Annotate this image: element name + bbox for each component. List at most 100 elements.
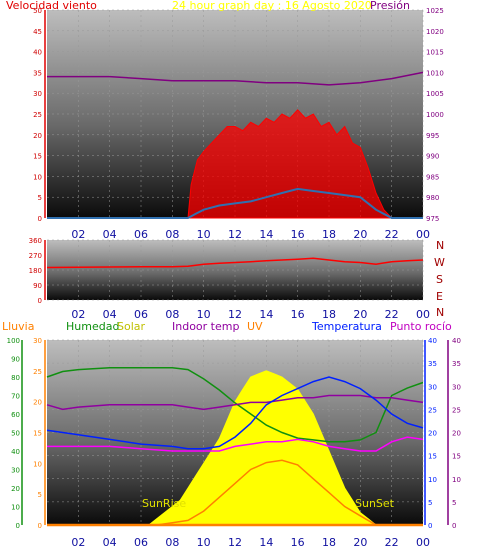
bot-rain-tick-10: 100 xyxy=(7,337,20,345)
x-tick-label-2-3: 08 xyxy=(165,536,179,549)
bot-rain-tick-3: 30 xyxy=(11,467,20,475)
wind-average-series xyxy=(47,187,423,219)
top-right-tick-7: 1010 xyxy=(426,69,444,77)
uv-series xyxy=(47,459,423,526)
x-tick-label-2-11: 00 xyxy=(416,536,430,549)
top-left-tick-3: 15 xyxy=(33,153,42,161)
x-tick-label-1-2: 06 xyxy=(134,308,148,321)
mid-tick-0: 360 xyxy=(29,237,42,245)
mid-tick-2: 180 xyxy=(29,267,42,275)
bot-right2-tick-7: 35 xyxy=(452,360,461,368)
bot-left2-tick-3: 15 xyxy=(33,430,42,438)
mid-tick-3: 90 xyxy=(33,282,42,290)
bot-rain-tick-6: 60 xyxy=(11,411,20,419)
x-tick-label-1-10: 22 xyxy=(385,308,399,321)
bot-right2-tick-2: 10 xyxy=(452,476,461,484)
temperature-series xyxy=(46,376,424,450)
x-tick-label-1-3: 08 xyxy=(165,308,179,321)
top-left-tick-9: 45 xyxy=(33,28,42,36)
bot-right1-tick-3: 15 xyxy=(428,453,437,461)
x-tick-label-2-2: 06 xyxy=(134,536,148,549)
top-left-tick-8: 40 xyxy=(33,49,42,57)
x-tick-label-0-7: 16 xyxy=(291,228,305,241)
temperature-label: Temperatura xyxy=(311,320,382,333)
bot-right2-tick-1: 5 xyxy=(452,499,456,507)
bot-right2-tick-0: 0 xyxy=(452,522,456,530)
top-left-tick-0: 0 xyxy=(38,215,42,223)
wind-speed-series xyxy=(47,109,423,219)
bot-left2-tick-4: 20 xyxy=(33,399,42,407)
top-right-tick-4: 995 xyxy=(426,132,439,140)
bot-right1-tick-5: 25 xyxy=(428,406,437,414)
x-tick-label-2-5: 12 xyxy=(228,536,242,549)
mid-tick-4: 0 xyxy=(38,297,42,305)
indoor-temp-series xyxy=(46,394,424,411)
bot-right2-tick-8: 40 xyxy=(452,337,461,345)
sunset-label: SunSet xyxy=(355,497,395,510)
series-layer xyxy=(46,71,424,527)
bot-right1-tick-1: 5 xyxy=(428,499,432,507)
bot-right1-tick-6: 30 xyxy=(428,383,437,391)
bot-right2-tick-4: 20 xyxy=(452,430,461,438)
bot-right1-tick-4: 20 xyxy=(428,430,437,438)
bot-left2-tick-1: 5 xyxy=(38,491,42,499)
top-right-tick-10: 1025 xyxy=(426,7,444,15)
compass-n-top: N xyxy=(436,239,444,252)
indoor-temp-label: Indoor temp xyxy=(172,320,239,333)
x-tick-label-2-9: 20 xyxy=(353,536,367,549)
x-tick-label-1-0: 02 xyxy=(71,308,85,321)
top-right-tick-9: 1020 xyxy=(426,28,444,36)
bot-right1-tick-7: 35 xyxy=(428,360,437,368)
x-tick-label-1-5: 12 xyxy=(228,308,242,321)
x-tick-label-0-10: 22 xyxy=(385,228,399,241)
x-tick-label-0-4: 10 xyxy=(197,228,211,241)
bot-rain-tick-8: 80 xyxy=(11,374,20,382)
bot-rain-tick-1: 10 xyxy=(11,504,20,512)
x-tick-label-0-9: 20 xyxy=(353,228,367,241)
x-tick-label-0-2: 06 xyxy=(134,228,148,241)
graph-title: 24 hour graph day : 16 Agosto 2020 xyxy=(172,0,372,12)
dew-point-series xyxy=(47,436,424,452)
x-tick-label-0-1: 04 xyxy=(103,228,117,241)
bot-right1-tick-2: 10 xyxy=(428,476,437,484)
x-tick-label-0-5: 12 xyxy=(228,228,242,241)
wind-direction-series xyxy=(46,257,424,269)
x-tick-label-1-7: 16 xyxy=(291,308,305,321)
top-right-tick-1: 980 xyxy=(426,194,439,202)
bot-rain-tick-7: 70 xyxy=(11,393,20,401)
x-tick-label-2-1: 04 xyxy=(103,536,117,549)
humidity-series xyxy=(46,367,424,443)
x-tick-label-0-6: 14 xyxy=(259,228,273,241)
bot-rain-tick-0: 0 xyxy=(16,522,20,530)
top-right-tick-2: 985 xyxy=(426,173,439,181)
solar-series xyxy=(47,370,423,526)
top-left-tick-4: 20 xyxy=(33,132,42,140)
bot-rain-tick-4: 40 xyxy=(11,448,20,456)
pressure-label: Presión xyxy=(370,0,410,12)
x-tick-label-2-8: 18 xyxy=(322,536,336,549)
mid-tick-1: 270 xyxy=(29,252,42,260)
top-right-tick-6: 1005 xyxy=(426,90,444,98)
bot-right1-tick-8: 40 xyxy=(428,337,437,345)
x-tick-label-0-11: 00 xyxy=(416,228,430,241)
x-tick-label-0-0: 02 xyxy=(71,228,85,241)
wind-speed-label: Velocidad viento xyxy=(6,0,97,12)
top-right-tick-0: 975 xyxy=(426,215,439,223)
x-tick-label-1-1: 04 xyxy=(103,308,117,321)
x-tick-label-1-8: 18 xyxy=(322,308,336,321)
top-left-tick-7: 35 xyxy=(33,69,42,77)
top-left-tick-5: 25 xyxy=(33,111,42,119)
x-tick-label-2-10: 22 xyxy=(385,536,399,549)
bot-right1-tick-0: 0 xyxy=(428,522,432,530)
bot-rain-tick-2: 20 xyxy=(11,485,20,493)
top-left-tick-10: 50 xyxy=(33,7,42,15)
compass-e: E xyxy=(436,290,443,303)
bot-left2-tick-0: 0 xyxy=(38,522,42,530)
bot-left2-tick-5: 25 xyxy=(33,368,42,376)
bot-left2-tick-6: 30 xyxy=(33,337,42,345)
x-tick-label-2-0: 02 xyxy=(71,536,85,549)
x-tick-label-0-8: 18 xyxy=(322,228,336,241)
